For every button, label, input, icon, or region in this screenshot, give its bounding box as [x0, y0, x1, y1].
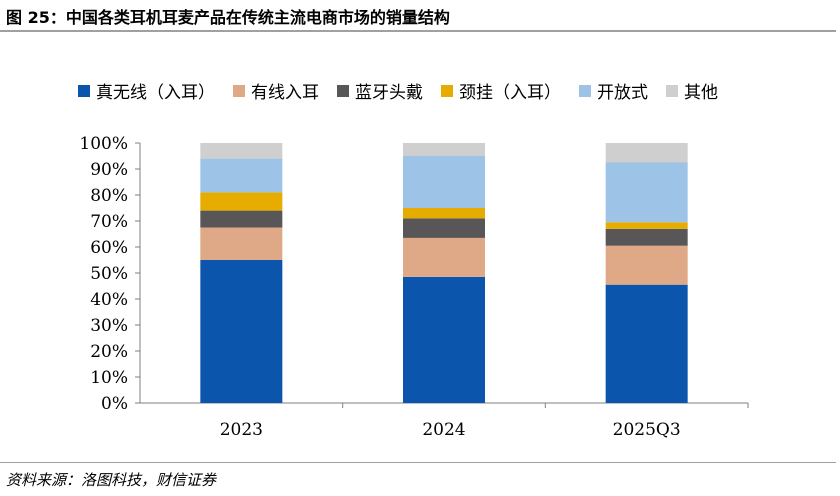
y-tick-label: 80%	[90, 186, 128, 206]
figure-title: 图 25：中国各类耳机耳麦产品在传统主流电商市场的销量结构	[6, 8, 450, 27]
y-tick-label: 40%	[90, 290, 128, 310]
legend-swatch	[666, 84, 678, 97]
bar-segment	[403, 208, 485, 219]
bar-segment	[403, 276, 485, 403]
x-tick-label: 2024	[422, 420, 465, 440]
chart-legend: 真无线（入耳） 有线入耳 蓝牙头戴 颈挂（入耳） 开放式 其他	[78, 78, 718, 103]
x-tick-label: 2023	[220, 420, 263, 440]
bar-segment	[200, 143, 283, 159]
legend-swatch	[441, 84, 453, 97]
legend-label: 真无线（入耳）	[96, 83, 215, 103]
y-tick-label: 10%	[90, 368, 128, 388]
legend-swatch	[78, 84, 90, 97]
y-tick-label: 60%	[90, 238, 128, 258]
y-tick-label: 30%	[90, 316, 128, 336]
y-tick-label: 100%	[79, 134, 128, 154]
title-divider	[0, 30, 836, 32]
legend-label: 开放式	[597, 83, 648, 103]
bar-segment	[403, 156, 485, 208]
y-tick-label: 0%	[101, 394, 128, 414]
bar-segment	[605, 228, 688, 246]
bar-segment	[200, 260, 283, 403]
legend-label: 其他	[684, 83, 718, 103]
legend-swatch	[579, 84, 591, 97]
footer-divider	[0, 462, 836, 463]
source-note: 资料来源：洛图科技，财信证券	[6, 471, 217, 489]
y-tick-label: 90%	[90, 160, 128, 180]
legend-item: 颈挂（入耳）	[441, 78, 561, 103]
bar-segment	[605, 284, 688, 403]
legend-item: 蓝牙头戴	[337, 78, 423, 103]
legend-label: 有线入耳	[251, 83, 319, 103]
y-tick-label: 50%	[90, 264, 128, 284]
legend-item: 真无线（入耳）	[78, 78, 215, 103]
legend-swatch	[337, 84, 349, 97]
bar-segment	[403, 237, 485, 277]
bar-segment	[200, 210, 283, 228]
y-tick-label: 20%	[90, 342, 128, 362]
bar-segment	[200, 227, 283, 260]
legend-item: 其他	[666, 78, 718, 103]
legend-swatch	[233, 84, 245, 97]
bar-segment	[605, 245, 688, 285]
y-tick-label: 70%	[90, 212, 128, 232]
bar-segment	[200, 192, 283, 211]
bar-segment	[605, 222, 688, 229]
legend-item: 开放式	[579, 78, 648, 103]
x-tick-label: 2025Q3	[613, 420, 681, 440]
legend-label: 蓝牙头戴	[355, 83, 423, 103]
legend-label: 颈挂（入耳）	[459, 83, 561, 103]
bar-segment	[605, 143, 688, 163]
bar-segment	[403, 143, 485, 156]
bar-segment	[403, 218, 485, 238]
bar-segment	[605, 162, 688, 223]
bar-segment	[200, 158, 283, 193]
legend-item: 有线入耳	[233, 78, 319, 103]
